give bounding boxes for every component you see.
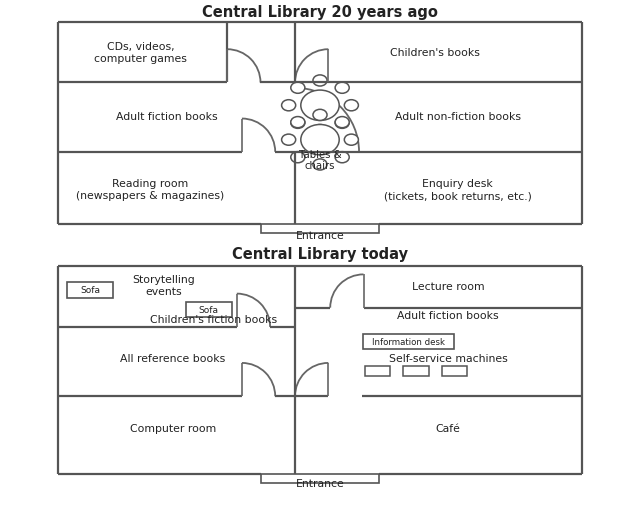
Text: Entrance: Entrance bbox=[296, 478, 344, 488]
Bar bbox=[363, 334, 454, 349]
Text: CDs, videos,
computer games: CDs, videos, computer games bbox=[94, 42, 188, 64]
Circle shape bbox=[344, 100, 358, 112]
Circle shape bbox=[291, 153, 305, 164]
Circle shape bbox=[313, 110, 327, 121]
Bar bbox=[261, 225, 379, 234]
Text: Computer room: Computer room bbox=[130, 423, 216, 433]
Text: Entrance: Entrance bbox=[296, 230, 344, 240]
Circle shape bbox=[282, 135, 296, 146]
Text: Enquiry desk
(tickets, book returns, etc.): Enquiry desk (tickets, book returns, etc… bbox=[383, 179, 532, 200]
Circle shape bbox=[313, 76, 327, 87]
Bar bbox=[403, 366, 429, 376]
Circle shape bbox=[291, 118, 305, 129]
Text: All reference books: All reference books bbox=[120, 354, 225, 364]
Circle shape bbox=[301, 125, 339, 156]
Circle shape bbox=[335, 83, 349, 94]
Text: Self-service machines: Self-service machines bbox=[388, 354, 508, 364]
Circle shape bbox=[282, 100, 296, 112]
Text: Central Library today: Central Library today bbox=[232, 246, 408, 261]
Circle shape bbox=[291, 83, 305, 94]
Circle shape bbox=[291, 117, 305, 128]
Circle shape bbox=[344, 135, 358, 146]
Bar bbox=[442, 366, 467, 376]
Circle shape bbox=[335, 153, 349, 164]
Text: Storytelling
events: Storytelling events bbox=[132, 275, 195, 296]
Bar bbox=[186, 302, 232, 317]
Text: Café: Café bbox=[436, 423, 460, 433]
Text: Lecture room: Lecture room bbox=[412, 282, 484, 292]
Text: Sofa: Sofa bbox=[80, 286, 100, 295]
Circle shape bbox=[301, 91, 339, 121]
Circle shape bbox=[335, 117, 349, 128]
Circle shape bbox=[313, 125, 327, 136]
Text: Central Library 20 years ago: Central Library 20 years ago bbox=[202, 5, 438, 20]
Circle shape bbox=[335, 118, 349, 129]
Bar bbox=[365, 366, 390, 376]
Text: Adult fiction books: Adult fiction books bbox=[397, 311, 499, 321]
Text: Adult non-fiction books: Adult non-fiction books bbox=[395, 112, 520, 122]
Text: Sofa: Sofa bbox=[198, 305, 219, 314]
Circle shape bbox=[313, 160, 327, 171]
Text: Children's fiction books: Children's fiction books bbox=[150, 314, 278, 324]
Text: Children's books: Children's books bbox=[390, 48, 480, 58]
Bar bbox=[261, 474, 379, 483]
Text: Information desk: Information desk bbox=[372, 337, 445, 346]
Text: Reading room
(newspapers & magazines): Reading room (newspapers & magazines) bbox=[76, 179, 225, 200]
Bar bbox=[67, 283, 113, 298]
Text: Tables &
chairs: Tables & chairs bbox=[299, 149, 341, 171]
Text: Adult fiction books: Adult fiction books bbox=[116, 112, 217, 122]
